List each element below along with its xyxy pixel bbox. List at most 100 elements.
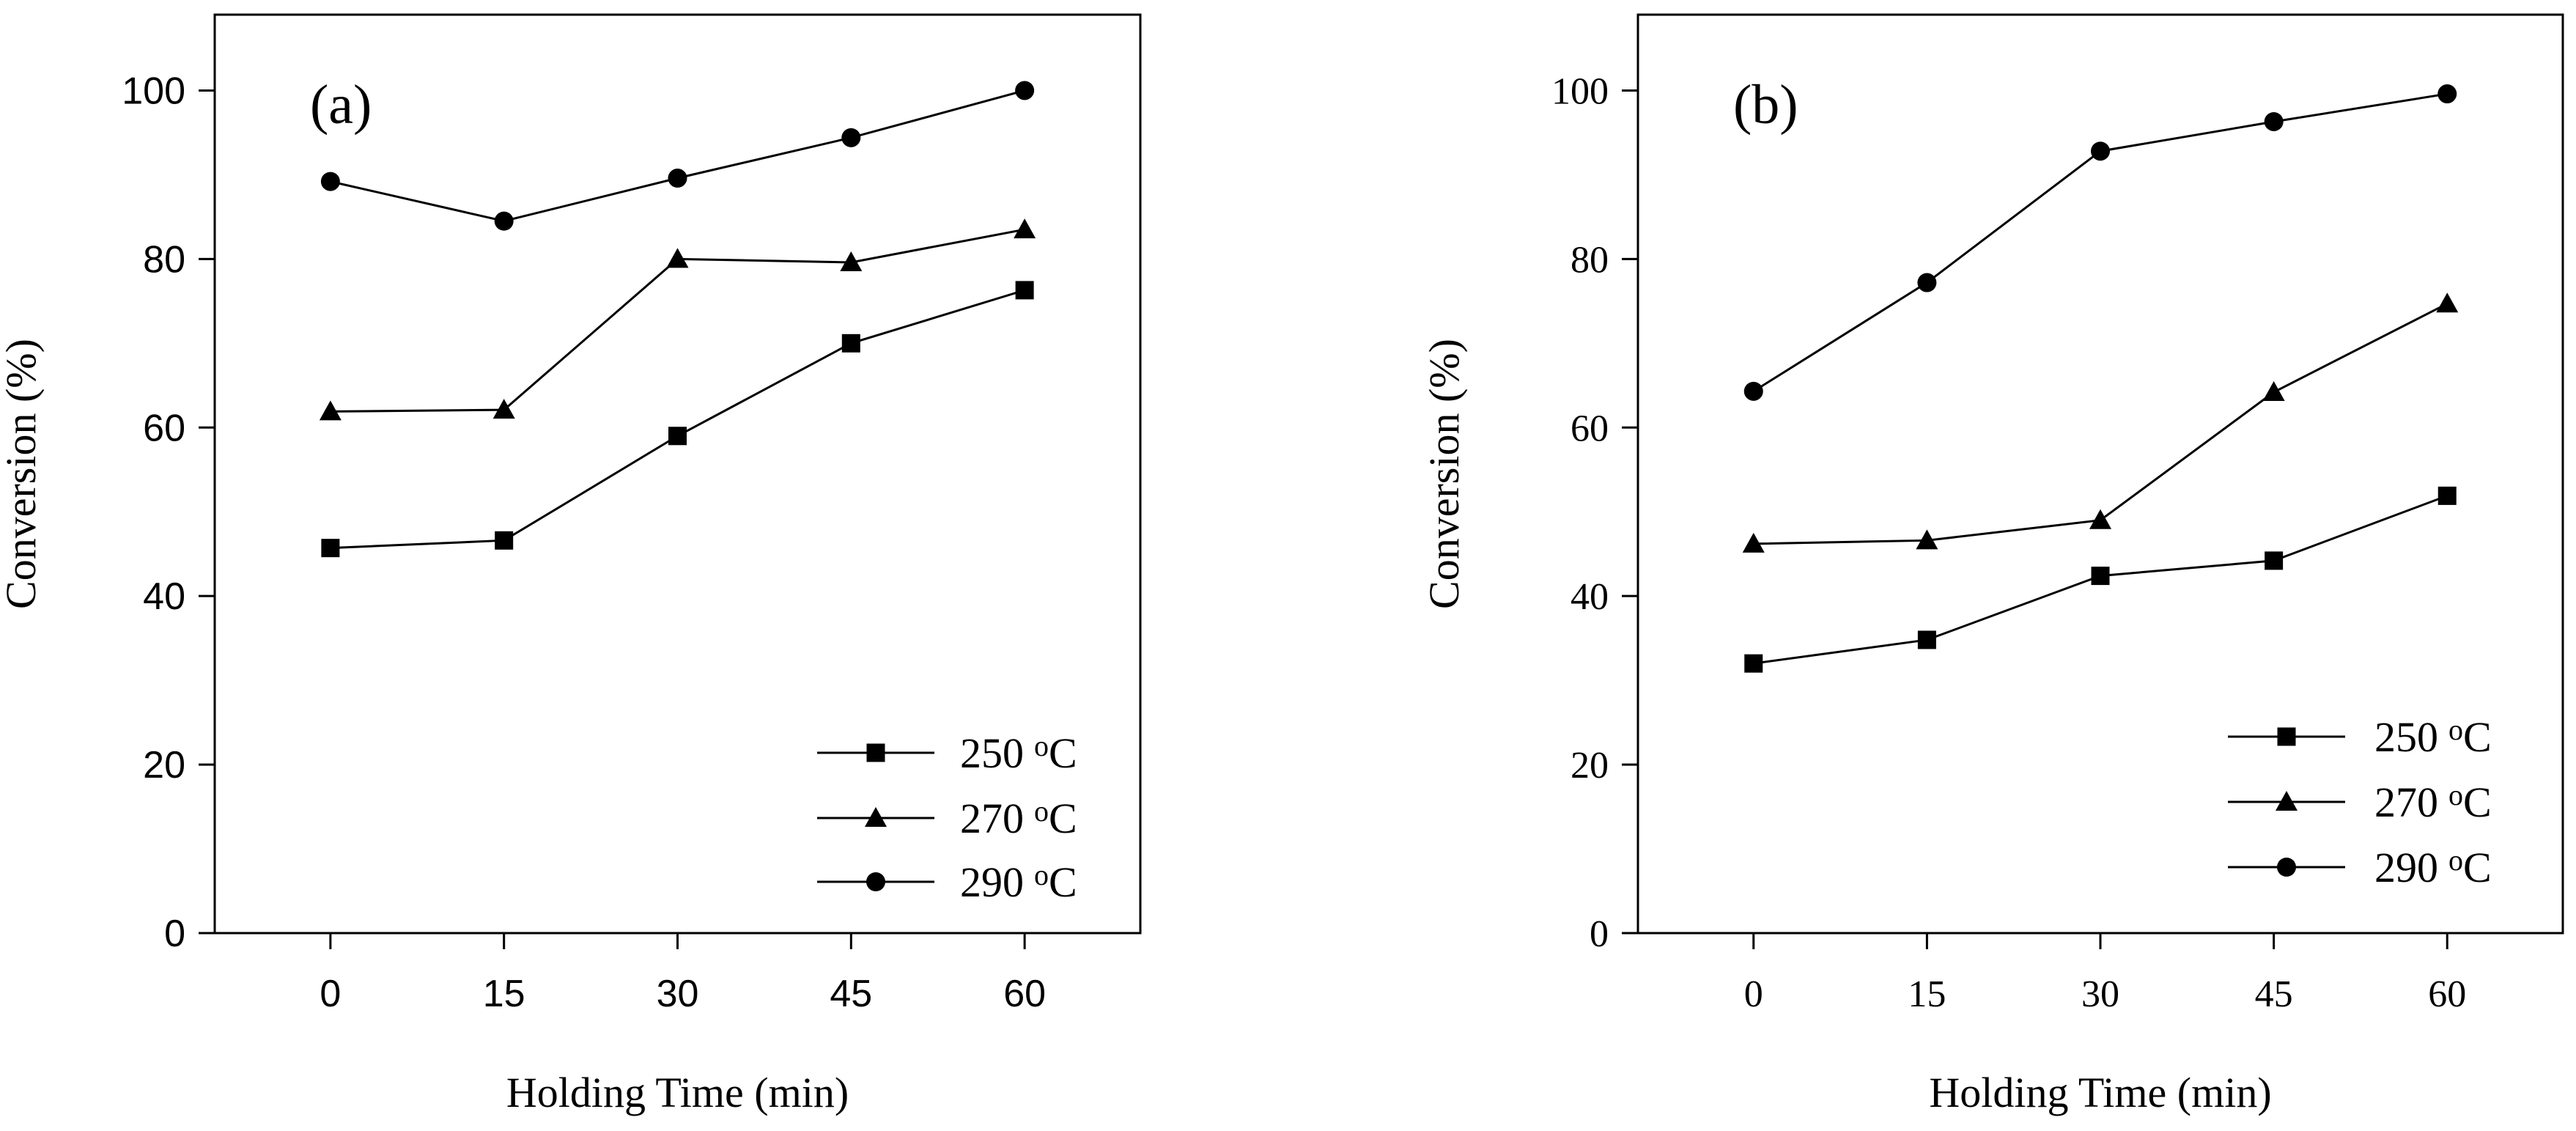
x-tick-label: 45 (830, 973, 872, 1015)
x-tick-label: 60 (1003, 973, 1046, 1015)
data-point-270-30 (666, 248, 689, 268)
x-tick-label: 30 (657, 973, 699, 1015)
data-point-250-0 (1744, 654, 1763, 673)
series-line-290 (1752, 92, 2448, 393)
data-point-250-45 (841, 334, 860, 353)
legend-label: 250 oC (2374, 713, 2492, 761)
legend-label: 270 oC (2374, 778, 2492, 826)
data-point-250-15 (1917, 630, 1936, 649)
data-point-270-15 (492, 399, 515, 419)
legend-marker (866, 743, 885, 762)
data-point-290-45 (2264, 111, 2284, 131)
x-tick-label: 60 (2428, 973, 2466, 1015)
panel-a: 0 20 40 60 80 100 0 15 30 45 60 Holding Time (min) C… (0, 13, 1142, 1116)
panel-label: (a) (310, 74, 372, 136)
legend-entry-270: 270 oC (817, 795, 1077, 842)
legend-label: 290 oC (2374, 844, 2492, 891)
data-point-290-30 (668, 169, 687, 188)
x-tick-label: 15 (483, 973, 525, 1015)
legend-degree: o (2448, 778, 2463, 811)
x-tick-label: 0 (320, 973, 341, 1015)
y-tick-label: 0 (164, 913, 185, 955)
legend-unit: C (1049, 729, 1077, 777)
series-290 (1743, 84, 2457, 401)
data-point-290-0 (1743, 381, 1763, 401)
legend-entry-290: 290 oC (2228, 844, 2492, 891)
data-point-290-0 (320, 172, 340, 191)
legend-entry-270: 270 oC (2228, 778, 2492, 826)
y-tick-label: 20 (1571, 745, 1609, 786)
legend-entry-290: 290 oC (817, 858, 1077, 906)
x-tick-label: 45 (2255, 973, 2293, 1015)
data-point-270-60 (2436, 292, 2459, 313)
data-point-270-0 (1742, 532, 1765, 553)
legend-degree: o (1034, 729, 1049, 762)
x-tick-label: 15 (1908, 973, 1946, 1015)
legend-marker (865, 807, 887, 827)
legend-unit: C (1049, 795, 1077, 842)
y-tick-label: 40 (143, 575, 185, 618)
series-line-250 (330, 289, 1025, 550)
panel-b: 0 20 40 60 80 100 0 15 30 45 60 Holding Time (min) C… (1420, 13, 2564, 1116)
y-axis-title: Conversion (%) (0, 339, 45, 609)
series-line-270 (1753, 302, 2448, 545)
data-point-290-15 (1917, 273, 1937, 292)
legend-marker (2277, 727, 2296, 746)
legend-unit: C (1049, 858, 1077, 906)
data-point-290-45 (841, 128, 861, 147)
data-point-250-45 (2265, 551, 2284, 570)
y-axis-title: Conversion (%) (1420, 339, 1468, 609)
legend-unit: C (2463, 844, 2492, 891)
legend-value: 290 (2374, 844, 2438, 891)
series-250 (321, 281, 1034, 558)
x-axis-title: Holding Time (min) (506, 1069, 849, 1116)
legend-value: 270 (960, 795, 1024, 842)
data-point-270-30 (2089, 509, 2111, 529)
x-tick-label: 30 (2081, 973, 2119, 1015)
y-tick-label: 60 (1571, 408, 1609, 449)
legend-label: 250 oC (960, 729, 1077, 777)
data-point-290-15 (494, 211, 514, 231)
y-tick-label: 80 (143, 238, 185, 281)
legend-entry-250: 250 oC (817, 729, 1077, 777)
y-tick-label: 20 (143, 744, 185, 786)
y-tick-label: 40 (1571, 576, 1609, 618)
data-point-270-45 (840, 251, 863, 271)
data-point-250-15 (495, 531, 514, 550)
series-270 (319, 218, 1036, 421)
legend-marker (2276, 791, 2298, 811)
data-point-250-30 (668, 427, 687, 446)
legend-unit: C (2463, 713, 2492, 761)
legend-value: 250 (2374, 713, 2438, 761)
data-point-270-60 (1014, 218, 1036, 239)
series-290 (320, 81, 1035, 231)
legend-label: 290 oC (960, 858, 1077, 906)
data-point-270-15 (1916, 529, 1938, 550)
y-tick-label: 60 (143, 407, 185, 449)
data-point-270-0 (319, 400, 342, 421)
legend-marker (866, 872, 885, 891)
data-point-290-60 (2437, 84, 2457, 104)
y-tick-label: 80 (1571, 239, 1609, 281)
legend-unit: C (2463, 778, 2492, 826)
legend-marker (2277, 858, 2296, 877)
x-tick-label: 0 (1744, 973, 1763, 1015)
legend-value: 250 (960, 729, 1024, 777)
panel-label: (b) (1733, 74, 1798, 136)
data-point-250-0 (321, 539, 340, 558)
x-axis-title: Holding Time (min) (1929, 1069, 2271, 1116)
legend-value: 270 (2374, 778, 2438, 826)
data-point-250-30 (2091, 567, 2110, 586)
y-tick-label: 100 (1551, 70, 1609, 112)
legend-entry-250: 250 oC (2228, 713, 2492, 761)
legend-value: 290 (960, 858, 1024, 906)
y-tick-label: 0 (1590, 913, 1609, 955)
data-point-250-60 (1015, 281, 1034, 300)
legend-degree: o (1034, 795, 1049, 828)
series-270 (1742, 292, 2459, 553)
legend-degree: o (1034, 858, 1049, 891)
data-point-270-45 (2262, 380, 2285, 401)
data-point-250-60 (2437, 486, 2457, 505)
data-point-290-60 (1015, 81, 1035, 100)
